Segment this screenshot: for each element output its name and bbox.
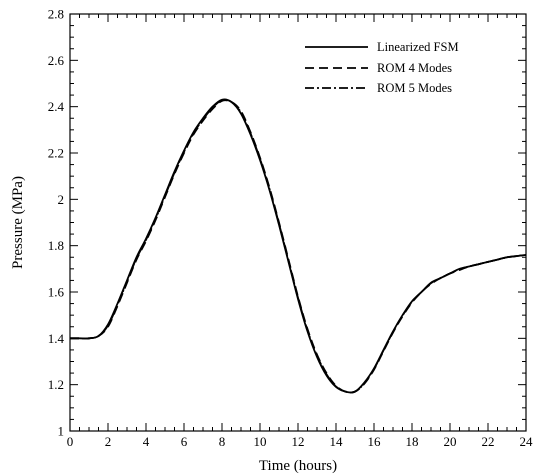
x-tick-label: 4: [143, 434, 150, 449]
y-tick-label: 2.4: [48, 99, 65, 114]
y-tick-label: 2.2: [48, 146, 64, 161]
x-tick-label: 24: [520, 434, 534, 449]
y-tick-label: 1.2: [48, 377, 64, 392]
y-axis-title: Pressure (MPa): [10, 176, 26, 269]
y-tick-label: 2.6: [48, 53, 65, 68]
plot-frame: [69, 13, 527, 432]
x-tick-label: 6: [181, 434, 188, 449]
x-tick-label: 22: [482, 434, 495, 449]
x-tick-label: 20: [444, 434, 457, 449]
x-tick-label: 14: [330, 434, 344, 449]
series-line-rom-4-modes: [69, 99, 527, 394]
series-line-rom-5-modes: [69, 98, 527, 394]
legend-label-rom-5-modes: ROM 5 Modes: [377, 81, 452, 95]
legend: Linearized FSM ROM 4 Modes ROM 5 Modes: [305, 40, 459, 95]
x-axis-tick-labels: 0 2 4 6 8 10 12 14 16 18 20 22 24: [67, 434, 533, 449]
y-axis-tick-labels: 1 1.2 1.4 1.6 1.8 2 2.2 2.4 2.6 2.8: [48, 7, 65, 439]
x-tick-label: 8: [219, 434, 226, 449]
x-axis-ticks: [69, 14, 527, 431]
legend-label-rom-4-modes: ROM 4 Modes: [377, 61, 452, 75]
x-tick-label: 16: [368, 434, 382, 449]
x-tick-label: 0: [67, 434, 74, 449]
series-lines: [69, 98, 527, 394]
x-tick-label: 2: [105, 434, 112, 449]
y-tick-label: 1: [58, 424, 65, 439]
series-line-linearized-fsm: [69, 98, 527, 394]
y-tick-label: 1.6: [48, 285, 65, 300]
y-tick-label: 2: [58, 192, 65, 207]
y-tick-label: 1.8: [48, 238, 64, 253]
legend-label-linearized-fsm: Linearized FSM: [377, 40, 459, 54]
y-tick-label: 1.4: [48, 331, 65, 346]
y-axis-ticks: [70, 13, 526, 432]
y-tick-label: 2.8: [48, 7, 64, 22]
x-tick-label: 18: [406, 434, 419, 449]
x-axis-title: Time (hours): [259, 458, 337, 474]
x-tick-label: 10: [254, 434, 267, 449]
x-tick-label: 12: [292, 434, 305, 449]
